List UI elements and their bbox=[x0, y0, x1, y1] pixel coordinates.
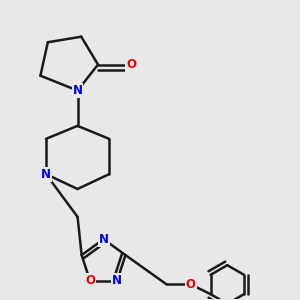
Text: N: N bbox=[99, 233, 109, 246]
Text: O: O bbox=[85, 274, 95, 287]
Text: O: O bbox=[186, 278, 196, 291]
Text: O: O bbox=[126, 58, 136, 71]
Text: N: N bbox=[41, 168, 51, 181]
Text: N: N bbox=[73, 84, 82, 97]
Text: N: N bbox=[112, 274, 122, 287]
